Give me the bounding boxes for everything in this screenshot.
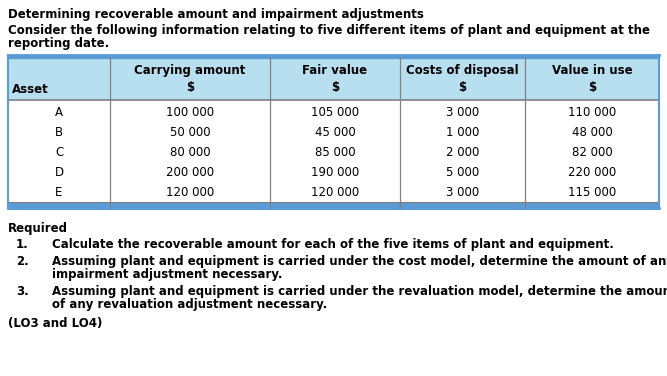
Text: Assuming plant and equipment is carried under the cost model, determine the amou: Assuming plant and equipment is carried … xyxy=(52,255,667,268)
Text: C: C xyxy=(55,146,63,159)
Text: 80 000: 80 000 xyxy=(169,146,210,159)
Text: 190 000: 190 000 xyxy=(311,165,359,179)
Text: Required: Required xyxy=(8,222,68,235)
Text: reporting date.: reporting date. xyxy=(8,37,109,50)
Bar xyxy=(8,55,659,58)
Text: 200 000: 200 000 xyxy=(166,165,214,179)
Text: 3 000: 3 000 xyxy=(446,106,479,118)
Text: 120 000: 120 000 xyxy=(166,185,214,199)
Text: 82 000: 82 000 xyxy=(572,146,612,159)
Text: 5 000: 5 000 xyxy=(446,165,479,179)
Text: 48 000: 48 000 xyxy=(572,126,612,138)
Text: Asset: Asset xyxy=(12,83,49,96)
Text: Consider the following information relating to five different items of plant and: Consider the following information relat… xyxy=(8,24,650,37)
Text: 50 000: 50 000 xyxy=(169,126,210,138)
Text: Value in use: Value in use xyxy=(552,64,632,77)
Text: 120 000: 120 000 xyxy=(311,185,359,199)
Text: 3.: 3. xyxy=(16,285,29,298)
Text: 2.: 2. xyxy=(16,255,29,268)
Text: 1.: 1. xyxy=(16,238,29,251)
Text: impairment adjustment necessary.: impairment adjustment necessary. xyxy=(52,268,283,281)
Text: $: $ xyxy=(331,81,339,94)
Bar xyxy=(8,100,659,202)
Text: $: $ xyxy=(458,81,466,94)
Text: 100 000: 100 000 xyxy=(166,106,214,118)
Text: of any revaluation adjustment necessary.: of any revaluation adjustment necessary. xyxy=(52,298,327,311)
Text: Calculate the recoverable amount for each of the five items of plant and equipme: Calculate the recoverable amount for eac… xyxy=(52,238,614,251)
Text: 220 000: 220 000 xyxy=(568,165,616,179)
Text: $: $ xyxy=(588,81,596,94)
Text: 105 000: 105 000 xyxy=(311,106,359,118)
Text: $: $ xyxy=(186,81,194,94)
Text: (LO3 and LO4): (LO3 and LO4) xyxy=(8,317,102,330)
Bar xyxy=(8,58,659,100)
Text: 2 000: 2 000 xyxy=(446,146,479,159)
Text: D: D xyxy=(55,165,63,179)
Text: 3 000: 3 000 xyxy=(446,185,479,199)
Text: Determining recoverable amount and impairment adjustments: Determining recoverable amount and impai… xyxy=(8,8,424,21)
Bar xyxy=(8,202,659,210)
Text: 110 000: 110 000 xyxy=(568,106,616,118)
Text: 1 000: 1 000 xyxy=(446,126,479,138)
Text: Assuming plant and equipment is carried under the revaluation model, determine t: Assuming plant and equipment is carried … xyxy=(52,285,667,298)
Text: Costs of disposal: Costs of disposal xyxy=(406,64,519,77)
Text: Carrying amount: Carrying amount xyxy=(134,64,245,77)
Text: 45 000: 45 000 xyxy=(315,126,356,138)
Text: Fair value: Fair value xyxy=(302,64,368,77)
Text: B: B xyxy=(55,126,63,138)
Text: E: E xyxy=(55,185,63,199)
Text: 115 000: 115 000 xyxy=(568,185,616,199)
Text: A: A xyxy=(55,106,63,118)
Text: 85 000: 85 000 xyxy=(315,146,356,159)
